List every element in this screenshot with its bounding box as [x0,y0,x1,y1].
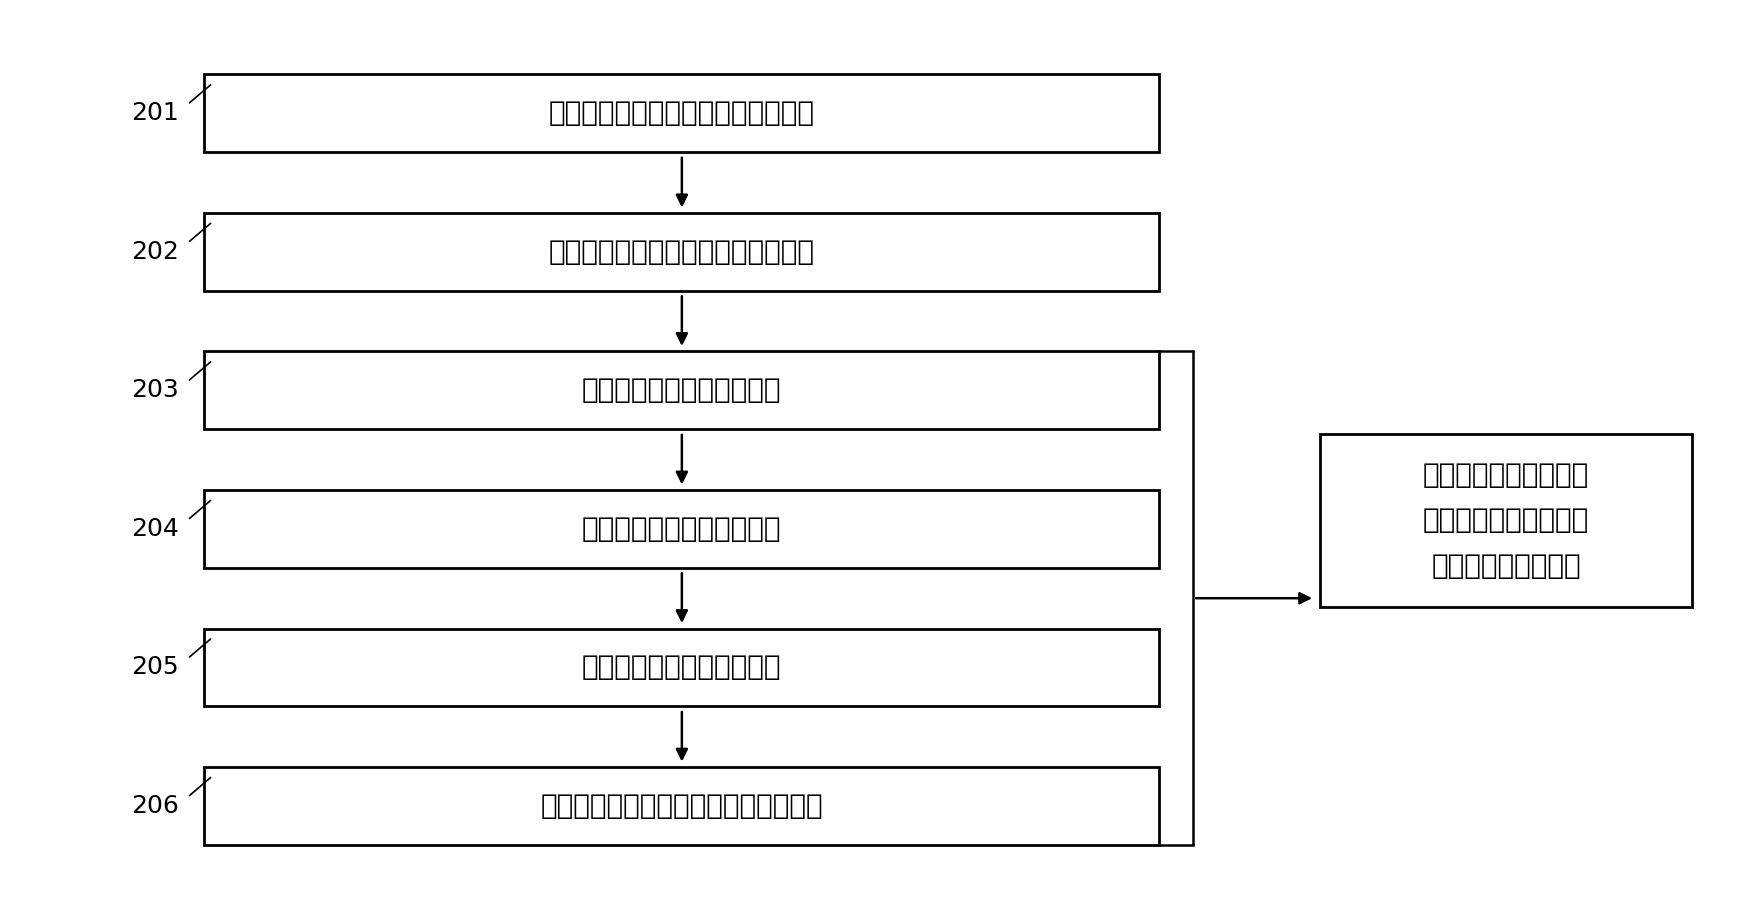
FancyBboxPatch shape [204,767,1159,845]
Text: 质量合格细胞可扩增或诱导: 质量合格细胞可扩增或诱导 [583,653,782,682]
FancyBboxPatch shape [204,352,1159,429]
Text: 检查合格捐献者知情同意且确认采集: 检查合格捐献者知情同意且确认采集 [549,238,815,266]
Text: 根据细胞特征信息，选
择性将信息录入计算机
数据单位并即时更新: 根据细胞特征信息，选 择性将信息录入计算机 数据单位并即时更新 [1423,461,1588,580]
FancyBboxPatch shape [204,74,1159,152]
Text: 一定条件下分类储存细胞以维持其活性: 一定条件下分类储存细胞以维持其活性 [541,792,822,820]
FancyBboxPatch shape [204,629,1159,706]
Text: 205: 205 [132,656,180,679]
FancyBboxPatch shape [1321,434,1692,607]
Text: 201: 201 [130,101,180,125]
Text: 采集捐献者细胞并分离培养: 采集捐献者细胞并分离培养 [583,376,782,404]
FancyBboxPatch shape [204,490,1159,568]
Text: 203: 203 [130,378,180,402]
FancyBboxPatch shape [204,213,1159,290]
Text: 根据不同标准检测细胞质量: 根据不同标准检测细胞质量 [583,515,782,543]
Text: 204: 204 [130,517,180,541]
Text: 202: 202 [130,240,180,264]
Text: 细胞捐献者健康调查及疾病状况筛查: 细胞捐献者健康调查及疾病状况筛查 [549,99,815,127]
Text: 206: 206 [130,794,180,818]
